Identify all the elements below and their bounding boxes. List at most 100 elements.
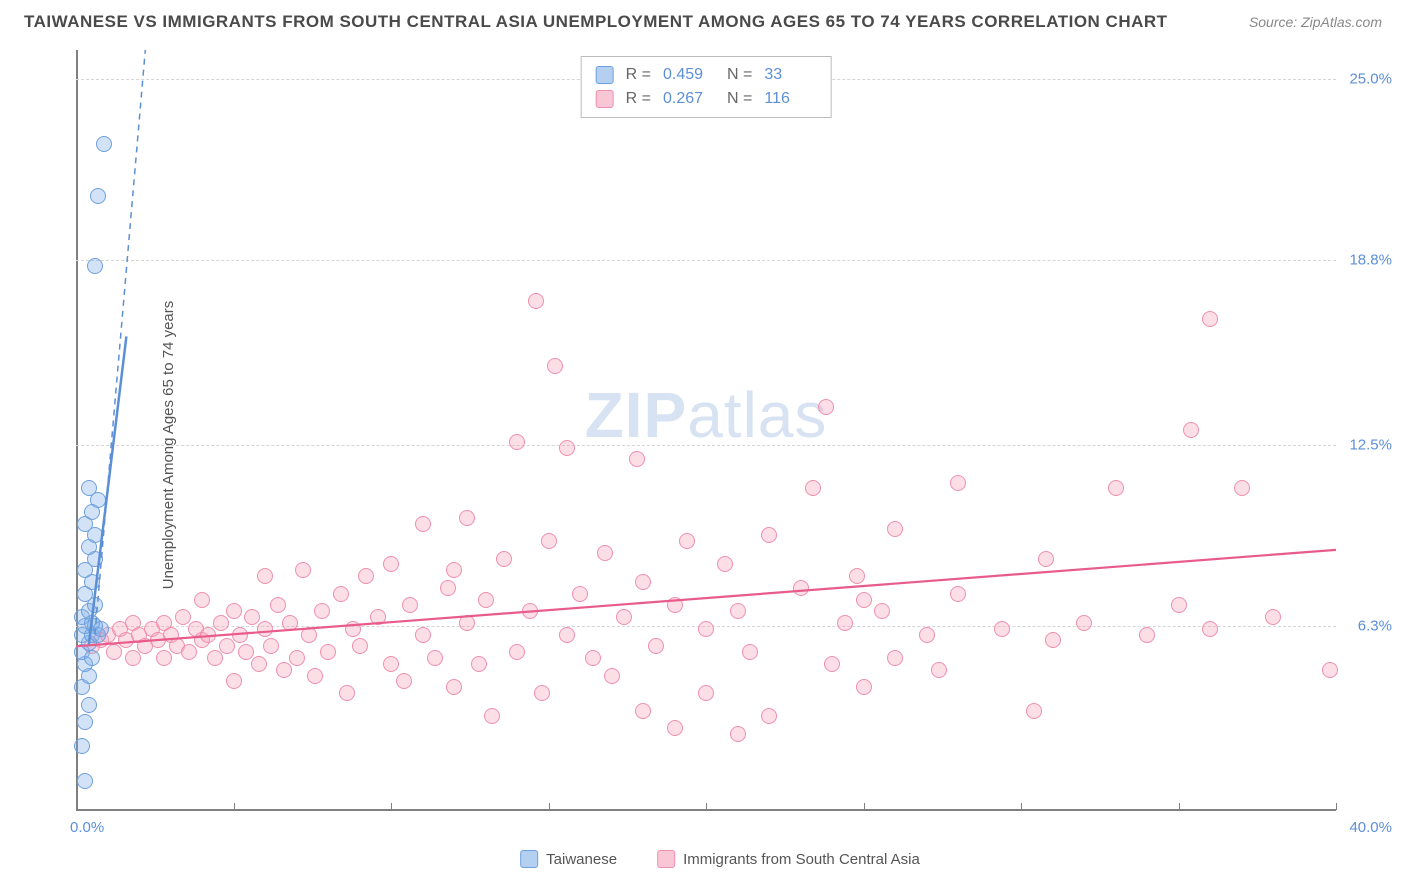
pink-point bbox=[824, 656, 840, 672]
pink-point bbox=[679, 533, 695, 549]
y-axis bbox=[76, 50, 78, 810]
pink-point bbox=[370, 609, 386, 625]
pink-point bbox=[698, 685, 714, 701]
pink-point bbox=[207, 650, 223, 666]
blue-point bbox=[74, 738, 90, 754]
r-value: 0.267 bbox=[663, 87, 715, 111]
pink-point bbox=[156, 650, 172, 666]
pink-point bbox=[276, 662, 292, 678]
pink-point bbox=[383, 556, 399, 572]
pink-point bbox=[200, 627, 216, 643]
pink-point bbox=[194, 592, 210, 608]
pink-point bbox=[1139, 627, 1155, 643]
pink-point bbox=[226, 603, 242, 619]
pink-point bbox=[345, 621, 361, 637]
blue-point bbox=[77, 773, 93, 789]
grid-line bbox=[76, 260, 1336, 261]
n-value: 33 bbox=[764, 63, 816, 87]
pink-point bbox=[849, 568, 865, 584]
pink-point bbox=[396, 673, 412, 689]
pink-point bbox=[213, 615, 229, 631]
pink-point bbox=[1322, 662, 1338, 678]
x-tick-label: 0.0% bbox=[70, 819, 104, 836]
pink-point bbox=[257, 568, 273, 584]
pink-point bbox=[289, 650, 305, 666]
blue-point bbox=[77, 714, 93, 730]
pink-point bbox=[730, 726, 746, 742]
pink-point bbox=[383, 656, 399, 672]
y-tick-label: 12.5% bbox=[1349, 436, 1392, 453]
x-tick bbox=[76, 803, 77, 810]
pink-point bbox=[1171, 597, 1187, 613]
pink-point bbox=[629, 451, 645, 467]
pink-point bbox=[232, 627, 248, 643]
pink-point bbox=[257, 621, 273, 637]
pink-point bbox=[887, 650, 903, 666]
r-value: 0.459 bbox=[663, 63, 715, 87]
x-tick bbox=[391, 803, 392, 810]
legend-label: Taiwanese bbox=[546, 851, 617, 868]
x-tick bbox=[549, 803, 550, 810]
blue-point bbox=[96, 136, 112, 152]
r-label: R = bbox=[626, 87, 651, 111]
pink-point bbox=[818, 399, 834, 415]
pink-point bbox=[415, 516, 431, 532]
legend-label: Immigrants from South Central Asia bbox=[683, 851, 920, 868]
pink-point bbox=[125, 650, 141, 666]
pink-point bbox=[667, 720, 683, 736]
pink-point bbox=[496, 551, 512, 567]
pink-point bbox=[837, 615, 853, 631]
pink-point bbox=[1026, 703, 1042, 719]
grid-line bbox=[76, 445, 1336, 446]
pink-point bbox=[427, 650, 443, 666]
x-tick-label: 40.0% bbox=[1349, 819, 1392, 836]
pink-point bbox=[282, 615, 298, 631]
pink-point bbox=[761, 527, 777, 543]
pink-point bbox=[352, 638, 368, 654]
pink-point bbox=[547, 358, 563, 374]
pink-point bbox=[509, 644, 525, 660]
blue-point bbox=[81, 480, 97, 496]
pink-point bbox=[270, 597, 286, 613]
pink-point bbox=[616, 609, 632, 625]
scatter-plot: ZIPatlas R =0.459N =33R =0.267N =116 6.3… bbox=[76, 50, 1336, 810]
chart-title: TAIWANESE VS IMMIGRANTS FROM SOUTH CENTR… bbox=[24, 12, 1168, 32]
pink-point bbox=[793, 580, 809, 596]
chart-container: Unemployment Among Ages 65 to 74 years Z… bbox=[60, 50, 1380, 840]
pink-point bbox=[478, 592, 494, 608]
y-tick-label: 6.3% bbox=[1358, 617, 1392, 634]
pink-point bbox=[874, 603, 890, 619]
pink-point bbox=[742, 644, 758, 660]
blue-point bbox=[84, 650, 100, 666]
pink-point bbox=[314, 603, 330, 619]
pink-point bbox=[931, 662, 947, 678]
blue-point bbox=[90, 188, 106, 204]
pink-point bbox=[534, 685, 550, 701]
pink-point bbox=[1265, 609, 1281, 625]
x-tick bbox=[864, 803, 865, 810]
pink-point bbox=[559, 627, 575, 643]
legend-swatch bbox=[596, 90, 614, 108]
pink-point bbox=[181, 644, 197, 660]
pink-point bbox=[994, 621, 1010, 637]
pink-point bbox=[446, 562, 462, 578]
pink-point bbox=[263, 638, 279, 654]
pink-point bbox=[635, 574, 651, 590]
series-legend: Taiwanese Immigrants from South Central A… bbox=[520, 850, 920, 868]
n-label: N = bbox=[727, 87, 752, 111]
pink-point bbox=[226, 673, 242, 689]
pink-point bbox=[559, 440, 575, 456]
legend-stat-row: R =0.267N =116 bbox=[596, 87, 817, 111]
pink-point bbox=[717, 556, 733, 572]
legend-item: Taiwanese bbox=[520, 850, 617, 868]
pink-point bbox=[415, 627, 431, 643]
pink-point bbox=[1038, 551, 1054, 567]
pink-point bbox=[307, 668, 323, 684]
legend-item: Immigrants from South Central Asia bbox=[657, 850, 920, 868]
pink-point bbox=[805, 480, 821, 496]
x-tick bbox=[1336, 803, 1337, 810]
legend-swatch bbox=[596, 66, 614, 84]
blue-point bbox=[87, 258, 103, 274]
pink-point bbox=[648, 638, 664, 654]
pink-point bbox=[509, 434, 525, 450]
